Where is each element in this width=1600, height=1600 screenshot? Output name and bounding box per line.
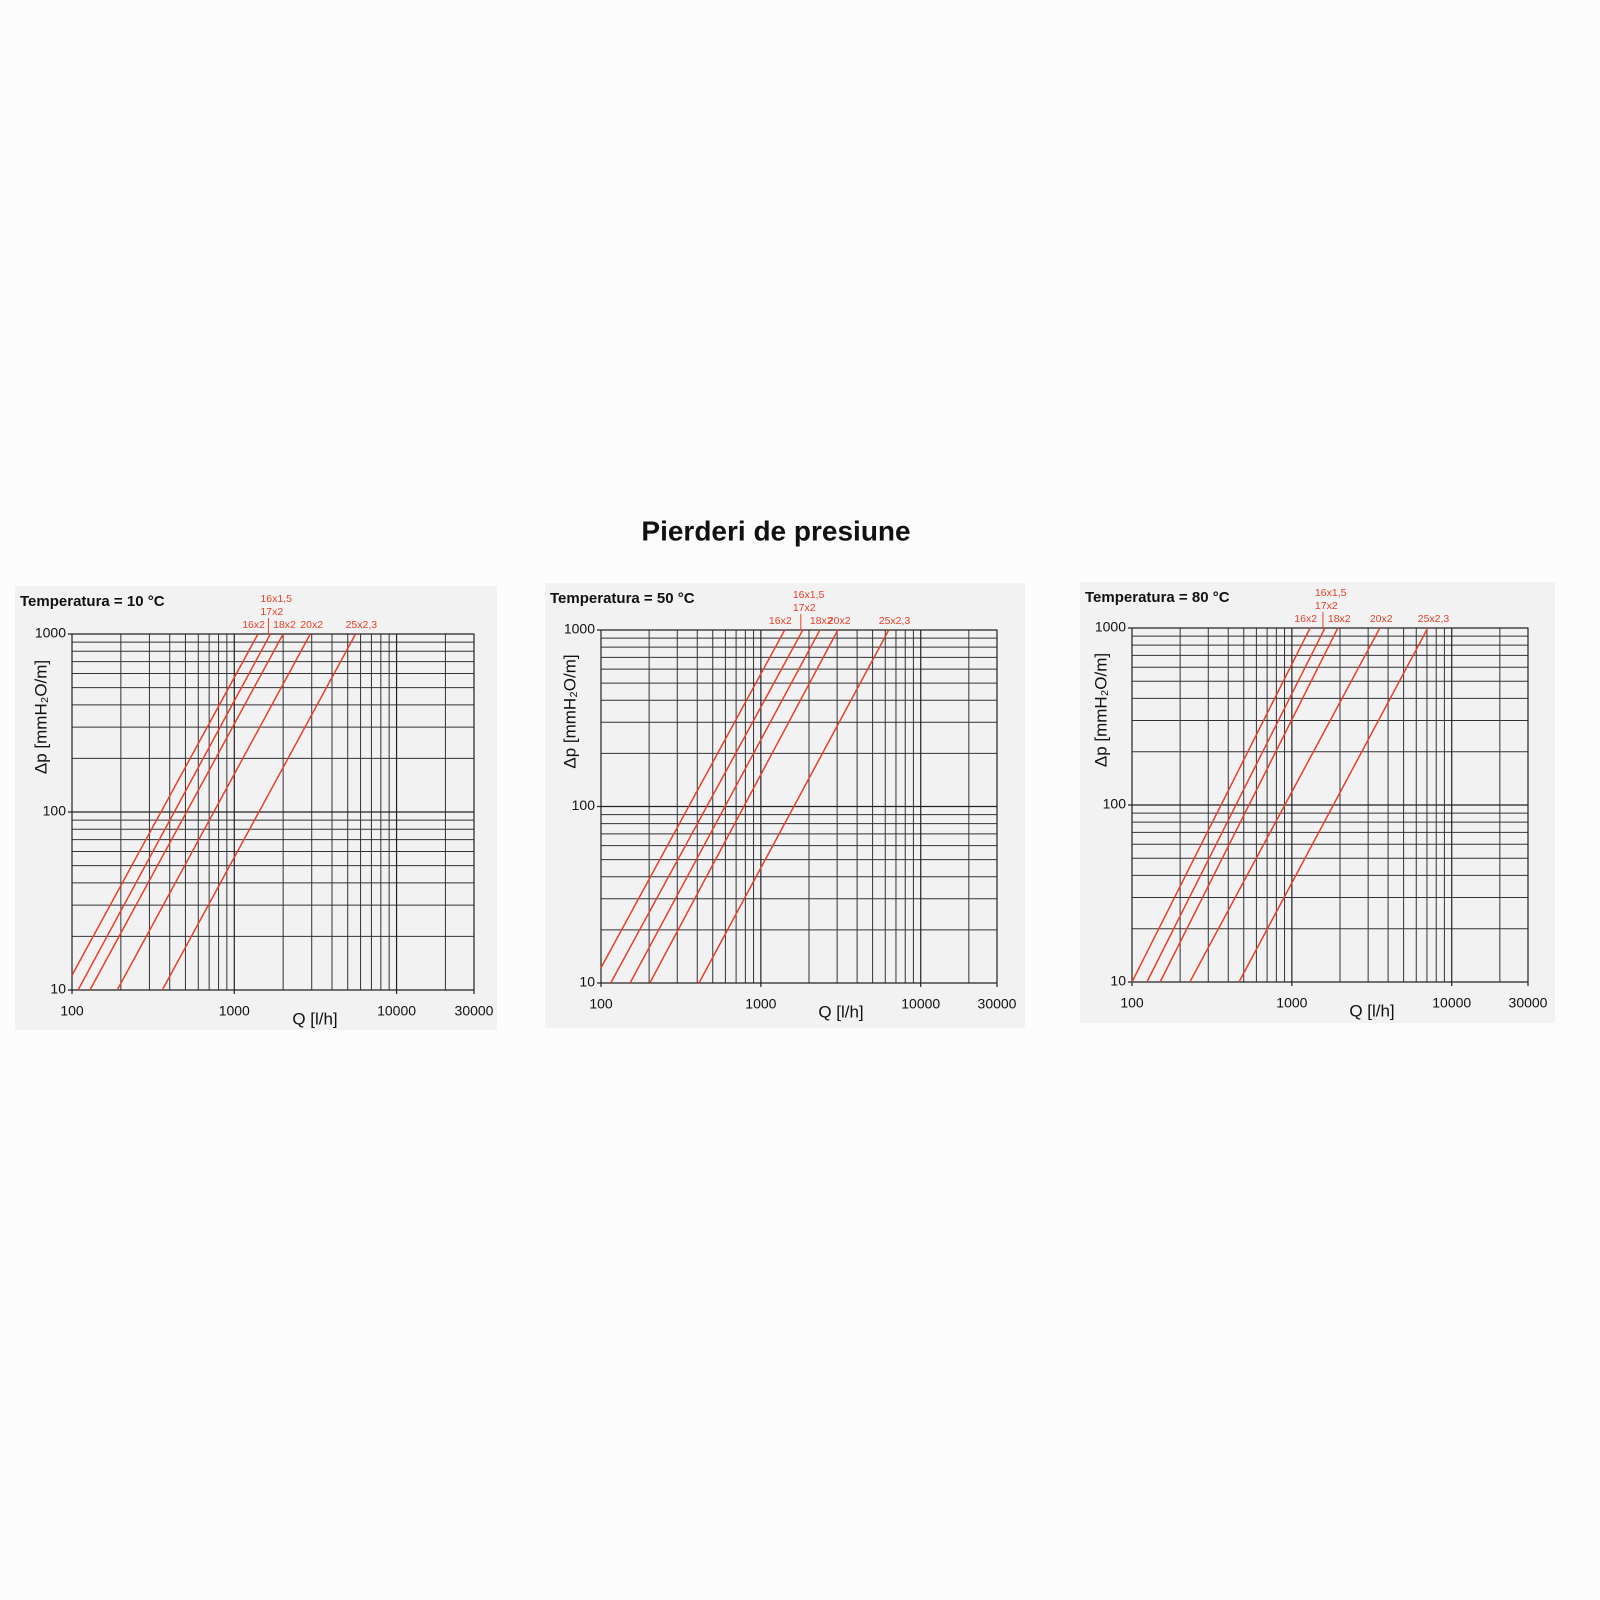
x-axis-label: Q [l/h]	[292, 1009, 337, 1028]
series-line	[600, 629, 786, 969]
series-line	[1189, 627, 1381, 983]
series-line	[629, 629, 821, 984]
panel	[545, 583, 1025, 1028]
y-tick-label: 1000	[1095, 619, 1126, 635]
series-label: 20x2	[828, 615, 851, 627]
chart-title: Temperatura = 50 °C	[550, 590, 695, 607]
series-line	[1146, 627, 1326, 983]
series-line	[71, 633, 259, 976]
y-axis-label: Δp [mmH₂O/m]	[31, 660, 50, 774]
series-label: 25x2,3	[346, 619, 378, 631]
series-label: 17x2	[260, 606, 283, 618]
chart-title: Temperatura = 10 °C	[20, 593, 165, 610]
y-tick-label: 1000	[564, 621, 595, 637]
plot-frame	[1131, 627, 1529, 983]
chart-title: Temperatura = 80 °C	[1085, 589, 1230, 606]
x-tick-label: 100	[1120, 995, 1144, 1011]
series-label: 20x2	[1370, 613, 1393, 625]
x-tick-label: 1000	[745, 996, 776, 1012]
x-tick-label: 30000	[1509, 995, 1548, 1011]
series-line	[116, 633, 311, 991]
y-tick-label: 100	[43, 803, 67, 819]
series-line	[649, 629, 839, 984]
plot-frame	[600, 629, 998, 984]
series-line	[1159, 627, 1339, 983]
series-label: 17x2	[793, 602, 816, 614]
series-label: 16x1,5	[793, 589, 825, 601]
series-label: 18x2	[273, 619, 296, 631]
page-title: Pierderi de presiune	[641, 515, 910, 546]
x-tick-label: 10000	[1432, 995, 1471, 1011]
series-label: 16x2	[1294, 613, 1317, 625]
y-tick-label: 100	[1103, 796, 1127, 812]
x-tick-label: 1000	[219, 1003, 250, 1019]
y-axis-label: Δp [mmH₂O/m]	[1091, 653, 1110, 767]
y-tick-label: 1000	[35, 625, 66, 641]
series-label: 25x2,3	[879, 615, 911, 627]
series-label: 16x1,5	[260, 593, 292, 605]
series-line	[89, 633, 284, 991]
series-label: 18x2	[810, 615, 833, 627]
x-tick-label: 1000	[1276, 995, 1307, 1011]
series-line	[161, 633, 357, 991]
series-label: 17x2	[1315, 600, 1338, 612]
plot-frame	[71, 633, 475, 991]
x-tick-label: 30000	[455, 1003, 494, 1019]
y-axis-label: Δp [mmH₂O/m]	[560, 654, 579, 768]
panel	[1080, 582, 1555, 1023]
series-line	[1131, 627, 1311, 983]
series-label: 16x1,5	[1315, 587, 1347, 599]
series-label: 25x2,3	[1418, 613, 1450, 625]
x-tick-label: 30000	[978, 996, 1017, 1012]
series-line	[610, 629, 804, 984]
series-line	[698, 629, 890, 984]
x-tick-label: 10000	[901, 996, 940, 1012]
series-label: 20x2	[300, 619, 323, 631]
panel	[15, 586, 497, 1030]
x-axis-label: Q [l/h]	[818, 1002, 863, 1021]
y-tick-label: 10	[1110, 973, 1126, 989]
series-label: 16x2	[242, 619, 265, 631]
y-tick-label: 10	[579, 974, 595, 990]
x-tick-label: 10000	[377, 1003, 416, 1019]
series-line	[77, 633, 272, 991]
series-label: 16x2	[769, 615, 792, 627]
series-label: 18x2	[1328, 613, 1351, 625]
y-tick-label: 100	[572, 797, 596, 813]
series-line	[1238, 627, 1429, 983]
x-axis-label: Q [l/h]	[1349, 1001, 1394, 1020]
x-tick-label: 100	[60, 1003, 84, 1019]
y-tick-label: 10	[50, 981, 66, 997]
x-tick-label: 100	[589, 996, 613, 1012]
